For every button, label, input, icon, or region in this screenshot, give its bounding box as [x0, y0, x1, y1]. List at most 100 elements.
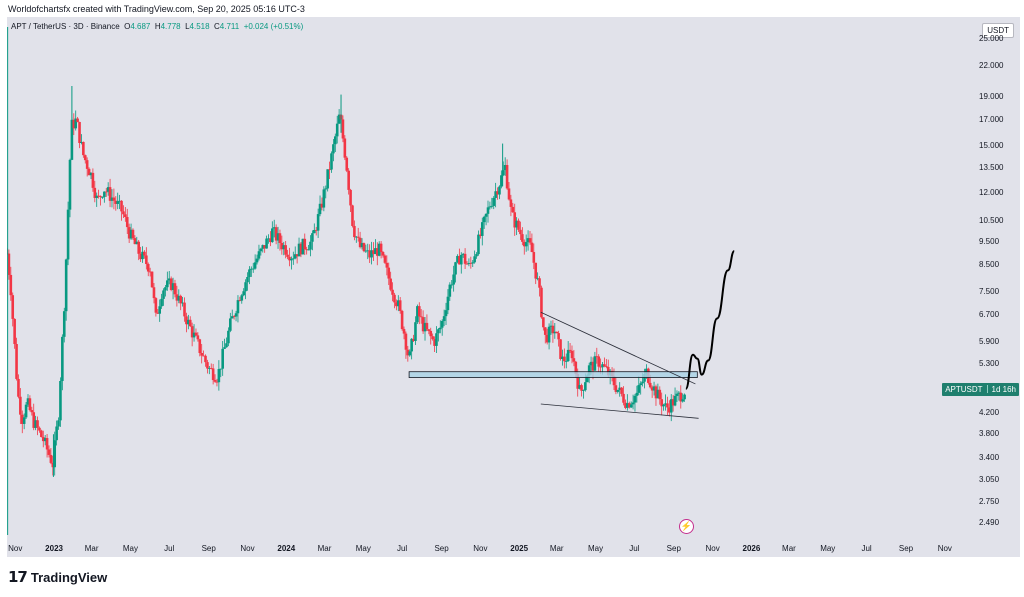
lightning-icon[interactable]: ⚡ [678, 519, 694, 534]
x-tick-label: Sep [667, 544, 682, 553]
candle-body [606, 366, 610, 376]
candle-body [51, 462, 55, 468]
candle-body [536, 278, 539, 280]
candle-body [162, 290, 165, 299]
candle-body [675, 393, 679, 396]
candle-body [631, 402, 635, 405]
candle-body [288, 256, 291, 261]
candle-body [511, 206, 515, 213]
candle-body [313, 229, 316, 234]
candle-body [335, 123, 339, 137]
candle-body [118, 200, 121, 202]
x-tick-label: Nov [938, 544, 952, 553]
candle-body [242, 291, 245, 296]
y-tick-label: 2.490 [979, 517, 1000, 527]
candle-body [356, 236, 360, 238]
candle-body [627, 403, 631, 408]
y-tick-label: 19.000 [979, 91, 1004, 101]
y-tick-label: 2.750 [979, 497, 1000, 507]
candle-body [671, 399, 675, 406]
candle-body [93, 187, 97, 198]
candle-body [364, 250, 368, 252]
candle-body [232, 316, 236, 317]
open-value: 4.687 [130, 22, 151, 31]
candle-body [185, 316, 188, 325]
x-tick-label: May [588, 544, 603, 553]
candle-body [129, 229, 133, 239]
candle-body [152, 287, 156, 299]
candle-body [221, 348, 224, 369]
candle-body [540, 287, 543, 318]
candle-body [13, 318, 16, 345]
candle-body [635, 392, 639, 396]
candle-body [650, 387, 654, 391]
last-price-tag: APTUSDT 1d 16h [942, 383, 1019, 397]
candle-body [509, 199, 513, 207]
candle-body [253, 262, 257, 269]
candle-body [171, 283, 175, 290]
candle-body [45, 438, 49, 450]
candle-body [440, 320, 444, 328]
candle-body [542, 317, 545, 328]
candle-body [668, 407, 671, 413]
currency-button[interactable]: USDT [982, 23, 1014, 38]
candle-body [452, 274, 455, 285]
candle-body [9, 274, 13, 296]
candle-body [475, 254, 478, 257]
candle-body [580, 385, 583, 391]
x-tick-label: Nov [8, 544, 22, 553]
candle-body [234, 313, 238, 317]
candle-body [82, 141, 85, 156]
candle-body [166, 280, 169, 288]
candle-body [465, 263, 469, 265]
candle-body [433, 339, 436, 346]
candle-body [408, 351, 412, 356]
candle-body [177, 295, 181, 301]
candle-body [456, 255, 459, 263]
x-tick-label: Jul [861, 544, 871, 553]
candle-body [40, 430, 43, 438]
candle-body [679, 392, 683, 402]
candle-body [53, 440, 57, 468]
candle-body [7, 253, 11, 275]
candle-body [188, 319, 192, 327]
candle-body [559, 339, 562, 359]
candle-body [135, 241, 139, 245]
candle-body [417, 306, 421, 317]
candle-body [427, 329, 431, 331]
candle-body [431, 336, 434, 340]
candle-body [122, 211, 125, 215]
y-tick-label: 15.000 [979, 141, 1004, 151]
candle-body [284, 245, 287, 255]
candle-body [538, 278, 541, 288]
candle-body [20, 414, 24, 424]
candle-body [158, 306, 161, 314]
candle-body [534, 262, 538, 279]
candle-body [395, 302, 398, 307]
candle-body [545, 334, 549, 343]
candle-body [524, 242, 528, 247]
candle-body [137, 241, 141, 254]
candle-body [589, 361, 593, 366]
candle-body [76, 118, 79, 122]
candle-body [490, 205, 494, 207]
candle-body [19, 396, 22, 415]
x-tick-label: Jul [164, 544, 174, 553]
candle-body [477, 234, 480, 255]
price-chart[interactable]: Nov 2023 Mar May Jul Sep Nov 2024 Mar May Jul Sep No… [7, 17, 1020, 557]
candle-body [442, 316, 446, 321]
candle-body [240, 295, 244, 301]
chart-pane[interactable]: Nov 2023 Mar May Jul Sep Nov 2024 Mar May Jul Sep No… [7, 17, 1020, 557]
symbol-name[interactable]: APT / TetherUS · 3D · Binance [11, 22, 120, 31]
candle-body [274, 227, 278, 241]
x-tick-label: Jul [629, 544, 639, 553]
candle-body [196, 335, 200, 340]
candle-body [557, 333, 560, 340]
tradingview-logo[interactable]: 𝟭𝟳 TradingView [8, 568, 107, 586]
candle-body [400, 310, 404, 330]
price-axis[interactable]: USDT 25.000 22.000 19.000 17.000 15.000 13.50… [976, 17, 1020, 557]
candle-body [269, 238, 272, 243]
candle-body [112, 197, 116, 201]
candle-body [263, 245, 266, 249]
candle-body [181, 302, 184, 304]
